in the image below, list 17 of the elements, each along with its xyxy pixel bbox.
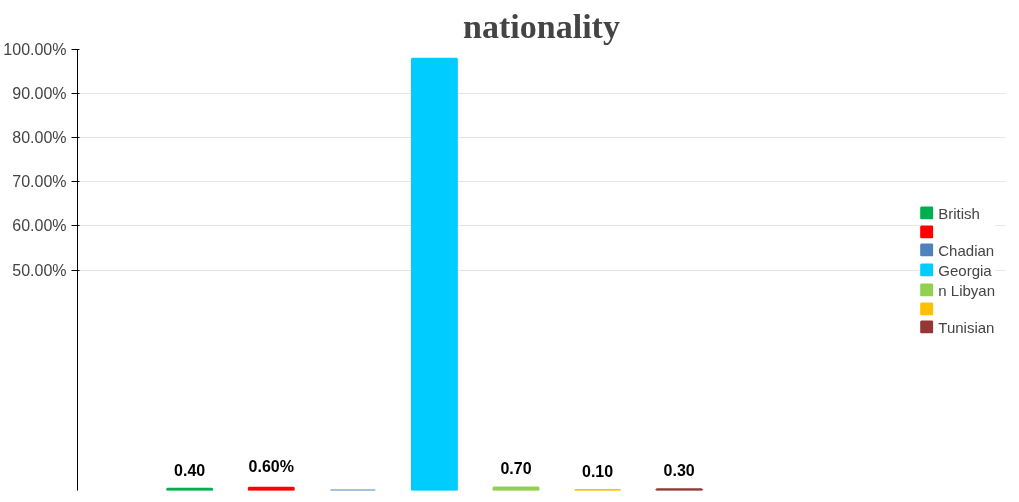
legend-label: n Libyan [938, 281, 995, 298]
data-label: 0.70 [500, 460, 532, 478]
y-tick-label: 80.00% [12, 129, 67, 147]
y-tick-label: 60.00% [12, 217, 67, 235]
chart-title: nationality [463, 7, 620, 45]
y-tick-label: 50.00% [12, 261, 67, 279]
y-tick-label: 70.00% [12, 173, 67, 191]
legend-label: Chadian [938, 241, 995, 258]
data-label: 0.60% [248, 457, 294, 475]
data-label: 0.40 [174, 461, 206, 479]
legend-label: British [938, 204, 980, 221]
legend-label: Tunisian [938, 318, 995, 335]
legend-label: Georgia [938, 261, 992, 278]
data-label: 0.30 [663, 461, 695, 479]
y-tick-label: 100.00% [3, 41, 67, 58]
data-label: 0.10 [582, 462, 614, 480]
y-tick-label: 90.00% [12, 85, 67, 103]
